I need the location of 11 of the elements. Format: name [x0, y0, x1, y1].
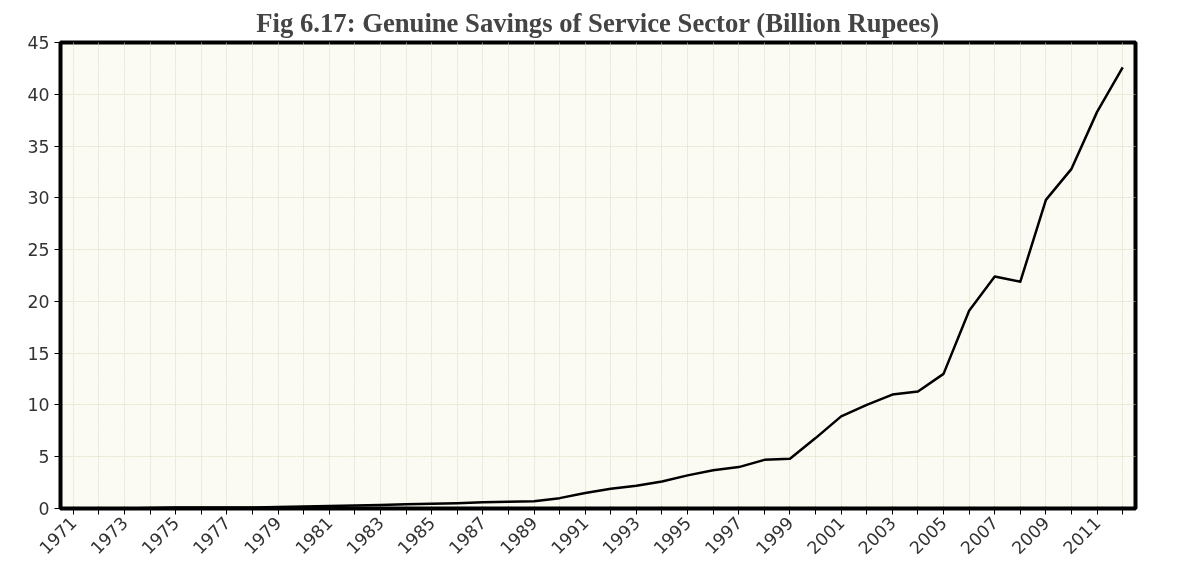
y-tick-label: 40	[27, 84, 50, 105]
y-tick-label: 25	[27, 240, 50, 261]
y-tick-label: 5	[38, 447, 50, 468]
y-tick-label: 15	[27, 343, 50, 364]
chart-title: Fig 6.17: Genuine Savings of Service Sector (Billion Rupees)	[256, 7, 940, 38]
y-tick-label: 30	[27, 188, 50, 209]
y-tick-label: 10	[27, 395, 50, 416]
y-tick-label: 0	[38, 499, 50, 519]
y-tick-label: 35	[27, 136, 50, 157]
y-tick-label: 20	[27, 291, 50, 312]
y-tick-label: 45	[27, 33, 50, 53]
